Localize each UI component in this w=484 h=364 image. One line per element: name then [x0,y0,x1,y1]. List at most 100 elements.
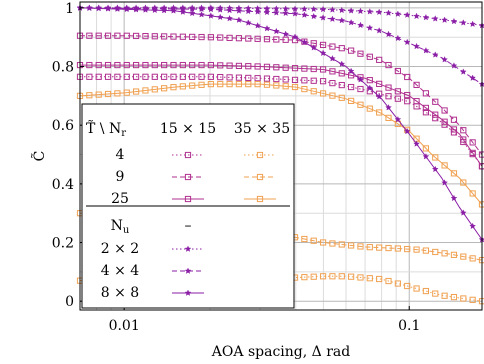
data-point [189,82,196,89]
ticks: 0 0.2 0.4 0.6 0.8 1 0.01 0.1 [52,1,421,334]
y-tick-label: 0.8 [52,60,74,76]
data-point [95,73,102,80]
data-point [310,77,317,84]
data-point [301,11,308,18]
data-point [450,129,458,136]
data-point [469,20,476,27]
data-point [441,56,448,63]
data-point [151,73,158,80]
data-point [329,80,336,87]
data-point [385,244,392,252]
data-point [226,6,233,14]
series-8 [76,4,484,243]
series-line [80,212,483,261]
data-point [132,73,140,80]
data-point [123,73,130,80]
series-line [79,7,483,240]
data-point [226,62,233,69]
data-point [376,109,383,116]
data-point [198,5,205,13]
data-point [254,22,261,29]
data-point [394,88,401,95]
data-point [376,275,383,283]
data-point [301,235,308,243]
legend-t-label: 25 [111,191,129,207]
data-point [301,65,308,72]
data-point [413,103,420,110]
series-line [80,7,483,26]
data-point [282,30,290,37]
data-point [207,81,214,88]
data-point [95,91,102,98]
data-point [459,68,467,75]
data-point [329,240,336,247]
data-point [432,248,439,256]
data-point [319,239,327,246]
data-point [441,107,448,114]
data-point [207,5,215,13]
data-point [217,62,224,69]
data-point [123,5,131,13]
data-point [459,209,467,216]
data-point [459,19,467,26]
data-point [282,76,289,83]
data-point [310,273,317,280]
data-point [151,61,158,69]
data-point [310,237,317,244]
data-point [376,56,383,63]
data-point [375,93,383,100]
data-point [142,6,149,13]
data-point [329,68,336,75]
data-point [422,287,430,295]
legend-nu-label: 4 × 4 [101,263,140,279]
data-point [366,24,374,31]
data-point [375,8,383,15]
series-0 [76,61,484,170]
y-axis-label: C̃ [30,151,48,162]
data-point [132,32,140,40]
data-point [329,92,336,99]
data-point [357,21,364,29]
data-point [217,34,224,41]
legend-t-label: 9 [116,169,125,185]
data-point [422,90,430,97]
data-point [348,83,355,91]
data-point [460,127,467,134]
data-point [151,6,159,14]
data-point [161,73,168,80]
data-point [301,5,308,12]
data-point [422,104,430,112]
data-point [338,60,346,67]
data-point [469,74,476,81]
data-point [235,16,243,23]
data-point [357,76,364,83]
data-point [432,290,439,297]
data-point [123,89,130,96]
data-point [375,27,383,34]
data-point [450,194,458,202]
data-point [338,45,345,52]
data-point [272,27,280,35]
y-tick-label: 1 [65,1,74,17]
data-point [272,9,280,16]
data-point [104,5,112,12]
data-point [348,97,355,105]
data-point [450,62,458,69]
data-point [179,8,187,15]
data-point [179,73,186,80]
data-point [469,151,476,158]
data-point [189,33,196,40]
data-point [282,64,289,71]
legend-marker [184,173,192,181]
data-point [319,273,327,280]
data-point [142,87,149,94]
data-point [170,61,177,69]
data-point [301,77,308,84]
data-point [347,67,355,75]
data-point [319,49,327,56]
data-point [431,165,439,173]
data-point [132,61,140,69]
data-point [319,90,327,97]
data-point [432,115,439,122]
data-point [198,11,205,18]
